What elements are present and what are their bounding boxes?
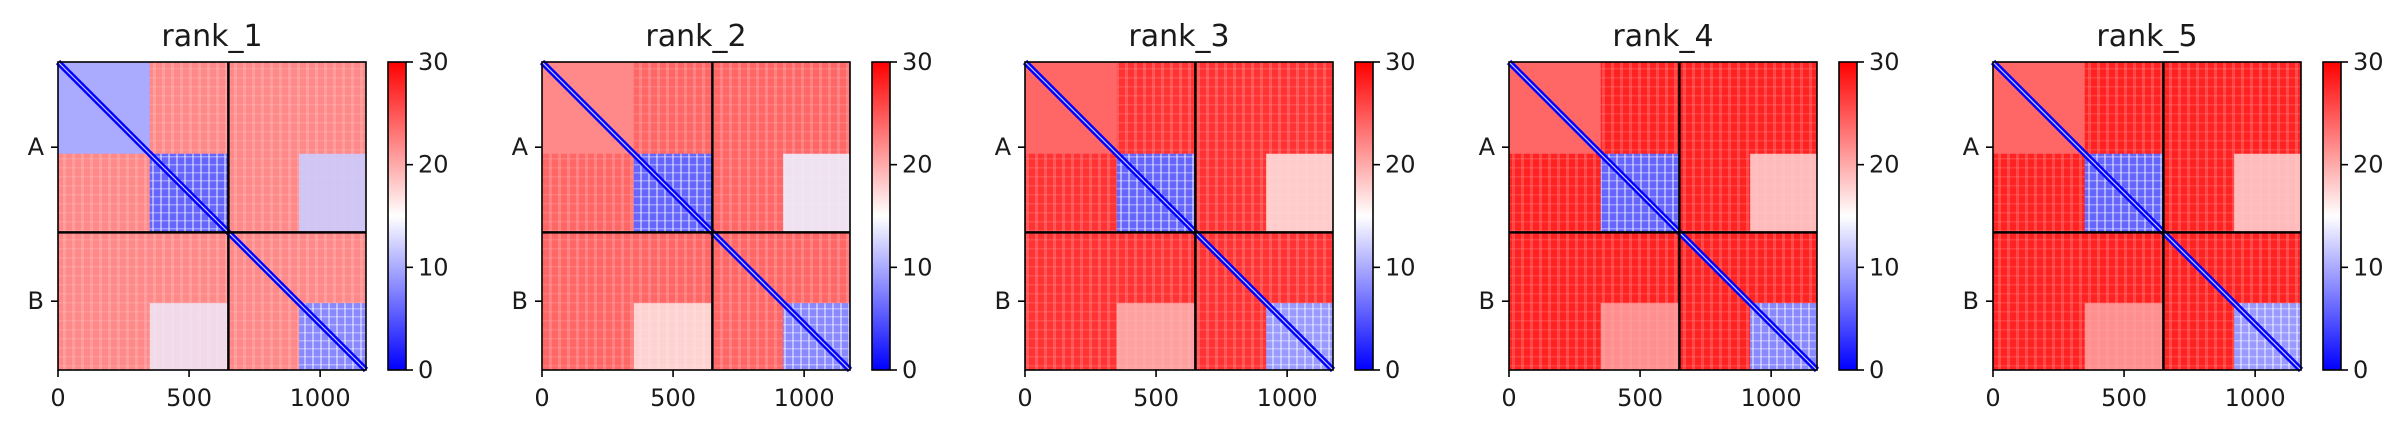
colorbar-tick-label: 20 (418, 151, 449, 179)
colorbar-tick-label: 0 (902, 356, 917, 384)
plot-frame (541, 61, 851, 371)
block-a-b-band (299, 153, 366, 233)
colorbar (2323, 62, 2341, 370)
colorbar (1355, 62, 1373, 370)
colorbar-tick-label: 10 (902, 253, 933, 281)
x-tick-label: 500 (650, 384, 696, 412)
colorbar (872, 62, 890, 370)
y-tick-label: B (995, 287, 1011, 315)
x-tick-label: 500 (1617, 384, 1663, 412)
block-b-a-band (2084, 303, 2164, 370)
colorbar-tick-label: 0 (418, 356, 433, 384)
x-tick-label: 1000 (1741, 384, 1802, 412)
block-a-b-band (2234, 153, 2301, 233)
y-tick-label: B (1963, 287, 1979, 315)
block-a-b-band (1266, 153, 1333, 233)
diagonal-highlight (1508, 61, 1818, 371)
y-tick-label: A (1479, 133, 1496, 161)
x-tick-label: 1000 (1257, 384, 1318, 412)
colorbar-tick-label: 20 (2353, 151, 2384, 179)
colorbar-tick-label: 0 (1869, 356, 1884, 384)
colorbar-tick-label: 10 (2353, 253, 2384, 281)
heatmap-panel-5: rank_5 0 500 1000 A B 0 10 20 30 (1963, 19, 2384, 412)
colorbar-frame (2322, 61, 2342, 371)
plot-frame (57, 61, 367, 371)
x-tick-label: 0 (1985, 384, 2000, 412)
diagonal-highlight (1992, 61, 2302, 371)
heatmap-panel-1: rank_1 0 500 1000 A B 0 10 20 30 (28, 19, 449, 412)
y-tick-label: B (512, 287, 528, 315)
block-a-b-band (783, 153, 850, 233)
y-tick-label: A (1963, 133, 1980, 161)
colorbar-frame (1354, 61, 1374, 371)
block-b-a-band (1116, 303, 1196, 370)
panel-title: rank_1 (161, 19, 262, 54)
plot-frame (1024, 61, 1334, 371)
colorbar-frame (871, 61, 891, 371)
colorbar-tick-label: 0 (2353, 356, 2368, 384)
x-tick-label: 1000 (2225, 384, 2286, 412)
plot-frame (1992, 61, 2302, 371)
diagonal-highlight (1024, 61, 1334, 371)
colorbar-frame (1838, 61, 1858, 371)
x-tick-label: 500 (2101, 384, 2147, 412)
colorbar-tick-label: 30 (1869, 48, 1900, 76)
colorbar-frame (387, 61, 407, 371)
panel-title: rank_3 (1128, 19, 1229, 54)
colorbar (388, 62, 406, 370)
colorbar-tick-label: 20 (1869, 151, 1900, 179)
colorbar-tick-label: 10 (418, 253, 449, 281)
block-a-b-band (1750, 153, 1817, 233)
block-b-a-band (1600, 303, 1680, 370)
y-tick-label: A (512, 133, 529, 161)
y-tick-label: A (28, 133, 45, 161)
y-tick-label: B (28, 287, 44, 315)
heatmap-panel-4: rank_4 0 500 1000 A B 0 10 20 30 (1479, 19, 1900, 412)
colorbar-tick-label: 10 (1385, 253, 1416, 281)
panel-title: rank_5 (2096, 19, 2197, 54)
heatmap-panel-3: rank_3 0 500 1000 A B 0 10 20 30 (995, 19, 1416, 412)
x-tick-label: 1000 (290, 384, 351, 412)
plot-frame (1508, 61, 1818, 371)
colorbar-tick-label: 30 (418, 48, 449, 76)
colorbar-tick-label: 0 (1385, 356, 1400, 384)
x-tick-label: 0 (50, 384, 65, 412)
colorbar-tick-label: 10 (1869, 253, 1900, 281)
x-tick-label: 0 (1501, 384, 1516, 412)
x-tick-label: 500 (1133, 384, 1179, 412)
block-b-a-band (149, 303, 229, 370)
y-tick-label: A (995, 133, 1012, 161)
block-b-a-band (633, 303, 713, 370)
y-tick-label: B (1479, 287, 1495, 315)
colorbar-tick-label: 20 (1385, 151, 1416, 179)
heatmap-panel-2: rank_2 0 500 1000 A B 0 10 20 30 (512, 19, 933, 412)
colorbar-tick-label: 30 (2353, 48, 2384, 76)
colorbar-tick-label: 30 (1385, 48, 1416, 76)
colorbar-tick-label: 20 (902, 151, 933, 179)
panel-title: rank_4 (1612, 19, 1713, 54)
diagonal-highlight (57, 61, 367, 371)
x-tick-label: 0 (1017, 384, 1032, 412)
colorbar (1839, 62, 1857, 370)
colorbar-tick-label: 30 (902, 48, 933, 76)
x-tick-label: 0 (534, 384, 549, 412)
panel-title: rank_2 (645, 19, 746, 54)
diagonal-highlight (541, 61, 851, 371)
x-tick-label: 1000 (774, 384, 835, 412)
x-tick-label: 500 (166, 384, 212, 412)
